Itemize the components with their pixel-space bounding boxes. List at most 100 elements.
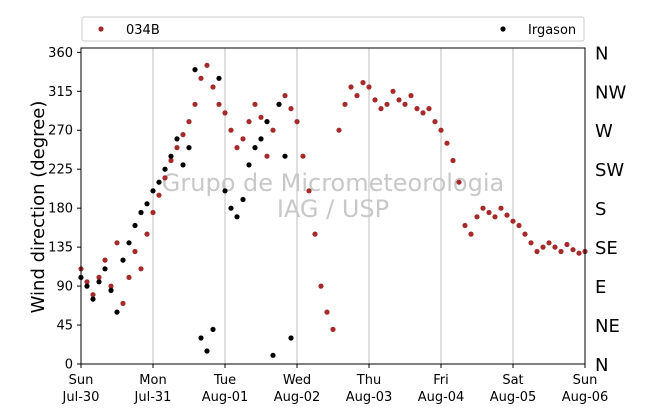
data-point bbox=[144, 201, 150, 207]
x-tick-label-date: Aug-05 bbox=[490, 390, 537, 405]
data-point bbox=[192, 101, 198, 107]
data-point bbox=[264, 153, 270, 159]
data-point bbox=[174, 145, 180, 151]
data-point bbox=[198, 75, 204, 81]
legend: 034B Irgason bbox=[81, 16, 585, 42]
data-point bbox=[534, 248, 540, 255]
data-point bbox=[366, 84, 372, 90]
y-tick-label: 315 bbox=[48, 85, 73, 100]
data-point bbox=[144, 231, 150, 237]
data-point bbox=[510, 218, 516, 224]
y-tick-label: 180 bbox=[48, 202, 73, 217]
data-point bbox=[108, 283, 114, 289]
direction-label: N bbox=[595, 43, 608, 64]
data-point bbox=[162, 166, 168, 172]
x-tick-label-date: Aug-01 bbox=[202, 390, 249, 405]
data-point bbox=[480, 205, 486, 211]
data-point bbox=[486, 209, 492, 216]
data-point bbox=[408, 93, 414, 99]
data-point bbox=[234, 145, 240, 151]
data-point bbox=[102, 266, 108, 272]
data-point bbox=[180, 132, 186, 138]
data-point bbox=[540, 244, 546, 250]
data-point bbox=[138, 209, 144, 216]
data-point bbox=[498, 205, 504, 211]
data-point bbox=[390, 88, 396, 94]
data-point bbox=[126, 240, 132, 246]
data-point bbox=[156, 192, 162, 198]
data-point bbox=[252, 101, 258, 107]
data-point bbox=[90, 296, 96, 302]
y-tick-label: 135 bbox=[48, 241, 73, 256]
data-point bbox=[570, 247, 576, 253]
data-point bbox=[132, 248, 138, 255]
data-point bbox=[402, 101, 408, 107]
data-point bbox=[504, 212, 510, 218]
x-tick-label-date: Jul-30 bbox=[62, 390, 100, 405]
data-point bbox=[330, 326, 336, 332]
data-point bbox=[288, 335, 294, 341]
data-point bbox=[444, 140, 450, 146]
data-point bbox=[210, 84, 216, 90]
data-point bbox=[438, 127, 444, 133]
data-point bbox=[414, 106, 420, 112]
data-point bbox=[234, 214, 240, 220]
series-irgason bbox=[78, 67, 294, 358]
data-point bbox=[426, 106, 432, 112]
data-point bbox=[84, 279, 90, 285]
data-point bbox=[96, 274, 102, 280]
data-point bbox=[246, 162, 252, 168]
data-point bbox=[228, 127, 234, 133]
data-point bbox=[204, 62, 210, 68]
data-point bbox=[150, 188, 156, 194]
data-point bbox=[120, 257, 126, 263]
direction-labels: N NE E SE S SW W NW N bbox=[595, 43, 626, 376]
data-point bbox=[168, 157, 174, 164]
data-point bbox=[312, 231, 318, 237]
data-point bbox=[318, 283, 324, 289]
data-point bbox=[522, 231, 528, 237]
data-point bbox=[156, 179, 162, 185]
watermark: Grupo de Micrometeorologia IAG / USP bbox=[162, 169, 504, 223]
data-point bbox=[384, 101, 390, 107]
data-point bbox=[564, 241, 570, 248]
data-point bbox=[192, 67, 198, 73]
data-point bbox=[216, 101, 222, 107]
data-point bbox=[432, 119, 438, 125]
y-tick-label: 360 bbox=[48, 46, 73, 61]
x-ticks: Sun Jul-30 Mon Jul-31 Tue Aug-01 Wed Aug-02 Thu A… bbox=[62, 364, 609, 405]
data-point bbox=[186, 119, 192, 125]
data-point bbox=[150, 209, 156, 216]
data-point bbox=[216, 75, 222, 81]
data-point bbox=[348, 84, 354, 90]
direction-label: SE bbox=[595, 238, 618, 259]
data-point bbox=[378, 106, 384, 112]
grid-layer bbox=[152, 48, 514, 364]
y-axis-label: Wind direction (degree) bbox=[28, 101, 49, 314]
x-tick-label-date: Aug-02 bbox=[274, 390, 321, 405]
data-point bbox=[462, 222, 468, 229]
data-point bbox=[456, 179, 462, 185]
watermark-line-1: Grupo de Micrometeorologia bbox=[162, 169, 504, 197]
y-ticks: 0 45 90 135 180 225 270 315 360 bbox=[48, 46, 81, 373]
x-tick-label-date: Aug-06 bbox=[562, 390, 609, 405]
y-tick-label: 45 bbox=[56, 319, 73, 334]
data-point bbox=[120, 300, 126, 306]
data-point bbox=[246, 119, 252, 125]
data-point bbox=[468, 231, 474, 237]
points-layer bbox=[78, 62, 588, 358]
series-034b bbox=[78, 62, 588, 332]
x-tick-label-day: Fri bbox=[433, 373, 449, 388]
x-tick-label-day: Thu bbox=[356, 373, 381, 388]
data-point bbox=[552, 244, 558, 250]
data-point bbox=[354, 93, 360, 99]
data-point bbox=[258, 114, 264, 120]
data-point bbox=[204, 348, 210, 354]
x-tick-label-day: Mon bbox=[139, 373, 166, 388]
legend-label-034B: 034B bbox=[126, 23, 160, 38]
data-point bbox=[270, 352, 276, 358]
plot-frame bbox=[80, 47, 586, 365]
data-point bbox=[300, 153, 306, 159]
data-point bbox=[222, 110, 228, 116]
